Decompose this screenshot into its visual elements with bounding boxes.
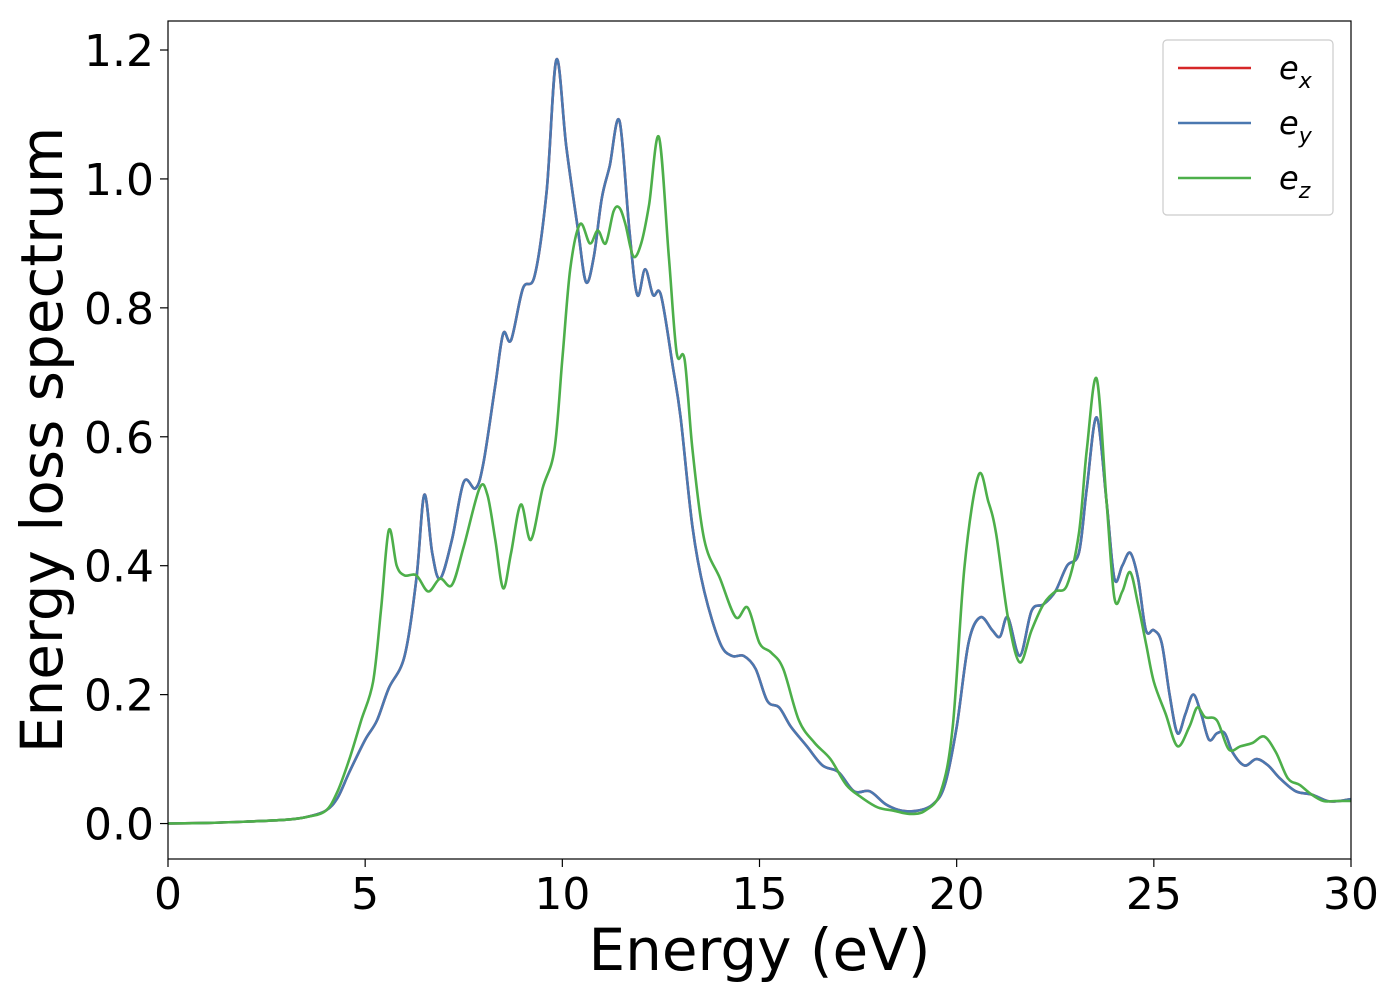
x-tick-label: 30 xyxy=(1323,869,1379,920)
y-tick-label: 1.2 xyxy=(84,26,154,77)
x-axis-label: Energy (eV) xyxy=(588,916,930,984)
y-tick-label: 0.2 xyxy=(84,671,154,722)
series-layer xyxy=(167,58,1352,825)
x-tick-label: 10 xyxy=(534,869,590,920)
y-axis: 0.0 0.2 0.4 0.6 0.8 1.0 1.2 xyxy=(84,26,168,851)
x-tick-label: 25 xyxy=(1126,869,1182,920)
legend-label-ez: ez xyxy=(1279,159,1311,204)
y-tick-label: 0.0 xyxy=(84,800,154,851)
y-tick-label: 0.6 xyxy=(84,413,154,464)
y-tick-label: 0.4 xyxy=(84,542,154,593)
y-axis-label: Energy loss spectrum xyxy=(8,127,76,753)
x-tick-label: 20 xyxy=(929,869,985,920)
series-line-ez xyxy=(167,135,1351,825)
x-axis: 0 5 10 15 20 25 30 xyxy=(154,859,1379,920)
y-tick-label: 0.8 xyxy=(84,284,154,335)
y-tick-label: 1.0 xyxy=(84,155,154,206)
legend-box xyxy=(1162,39,1334,216)
x-tick-label: 0 xyxy=(154,869,182,920)
x-tick-label: 5 xyxy=(351,869,379,920)
x-tick-label: 15 xyxy=(732,869,788,920)
series-line-ey xyxy=(167,58,1352,825)
